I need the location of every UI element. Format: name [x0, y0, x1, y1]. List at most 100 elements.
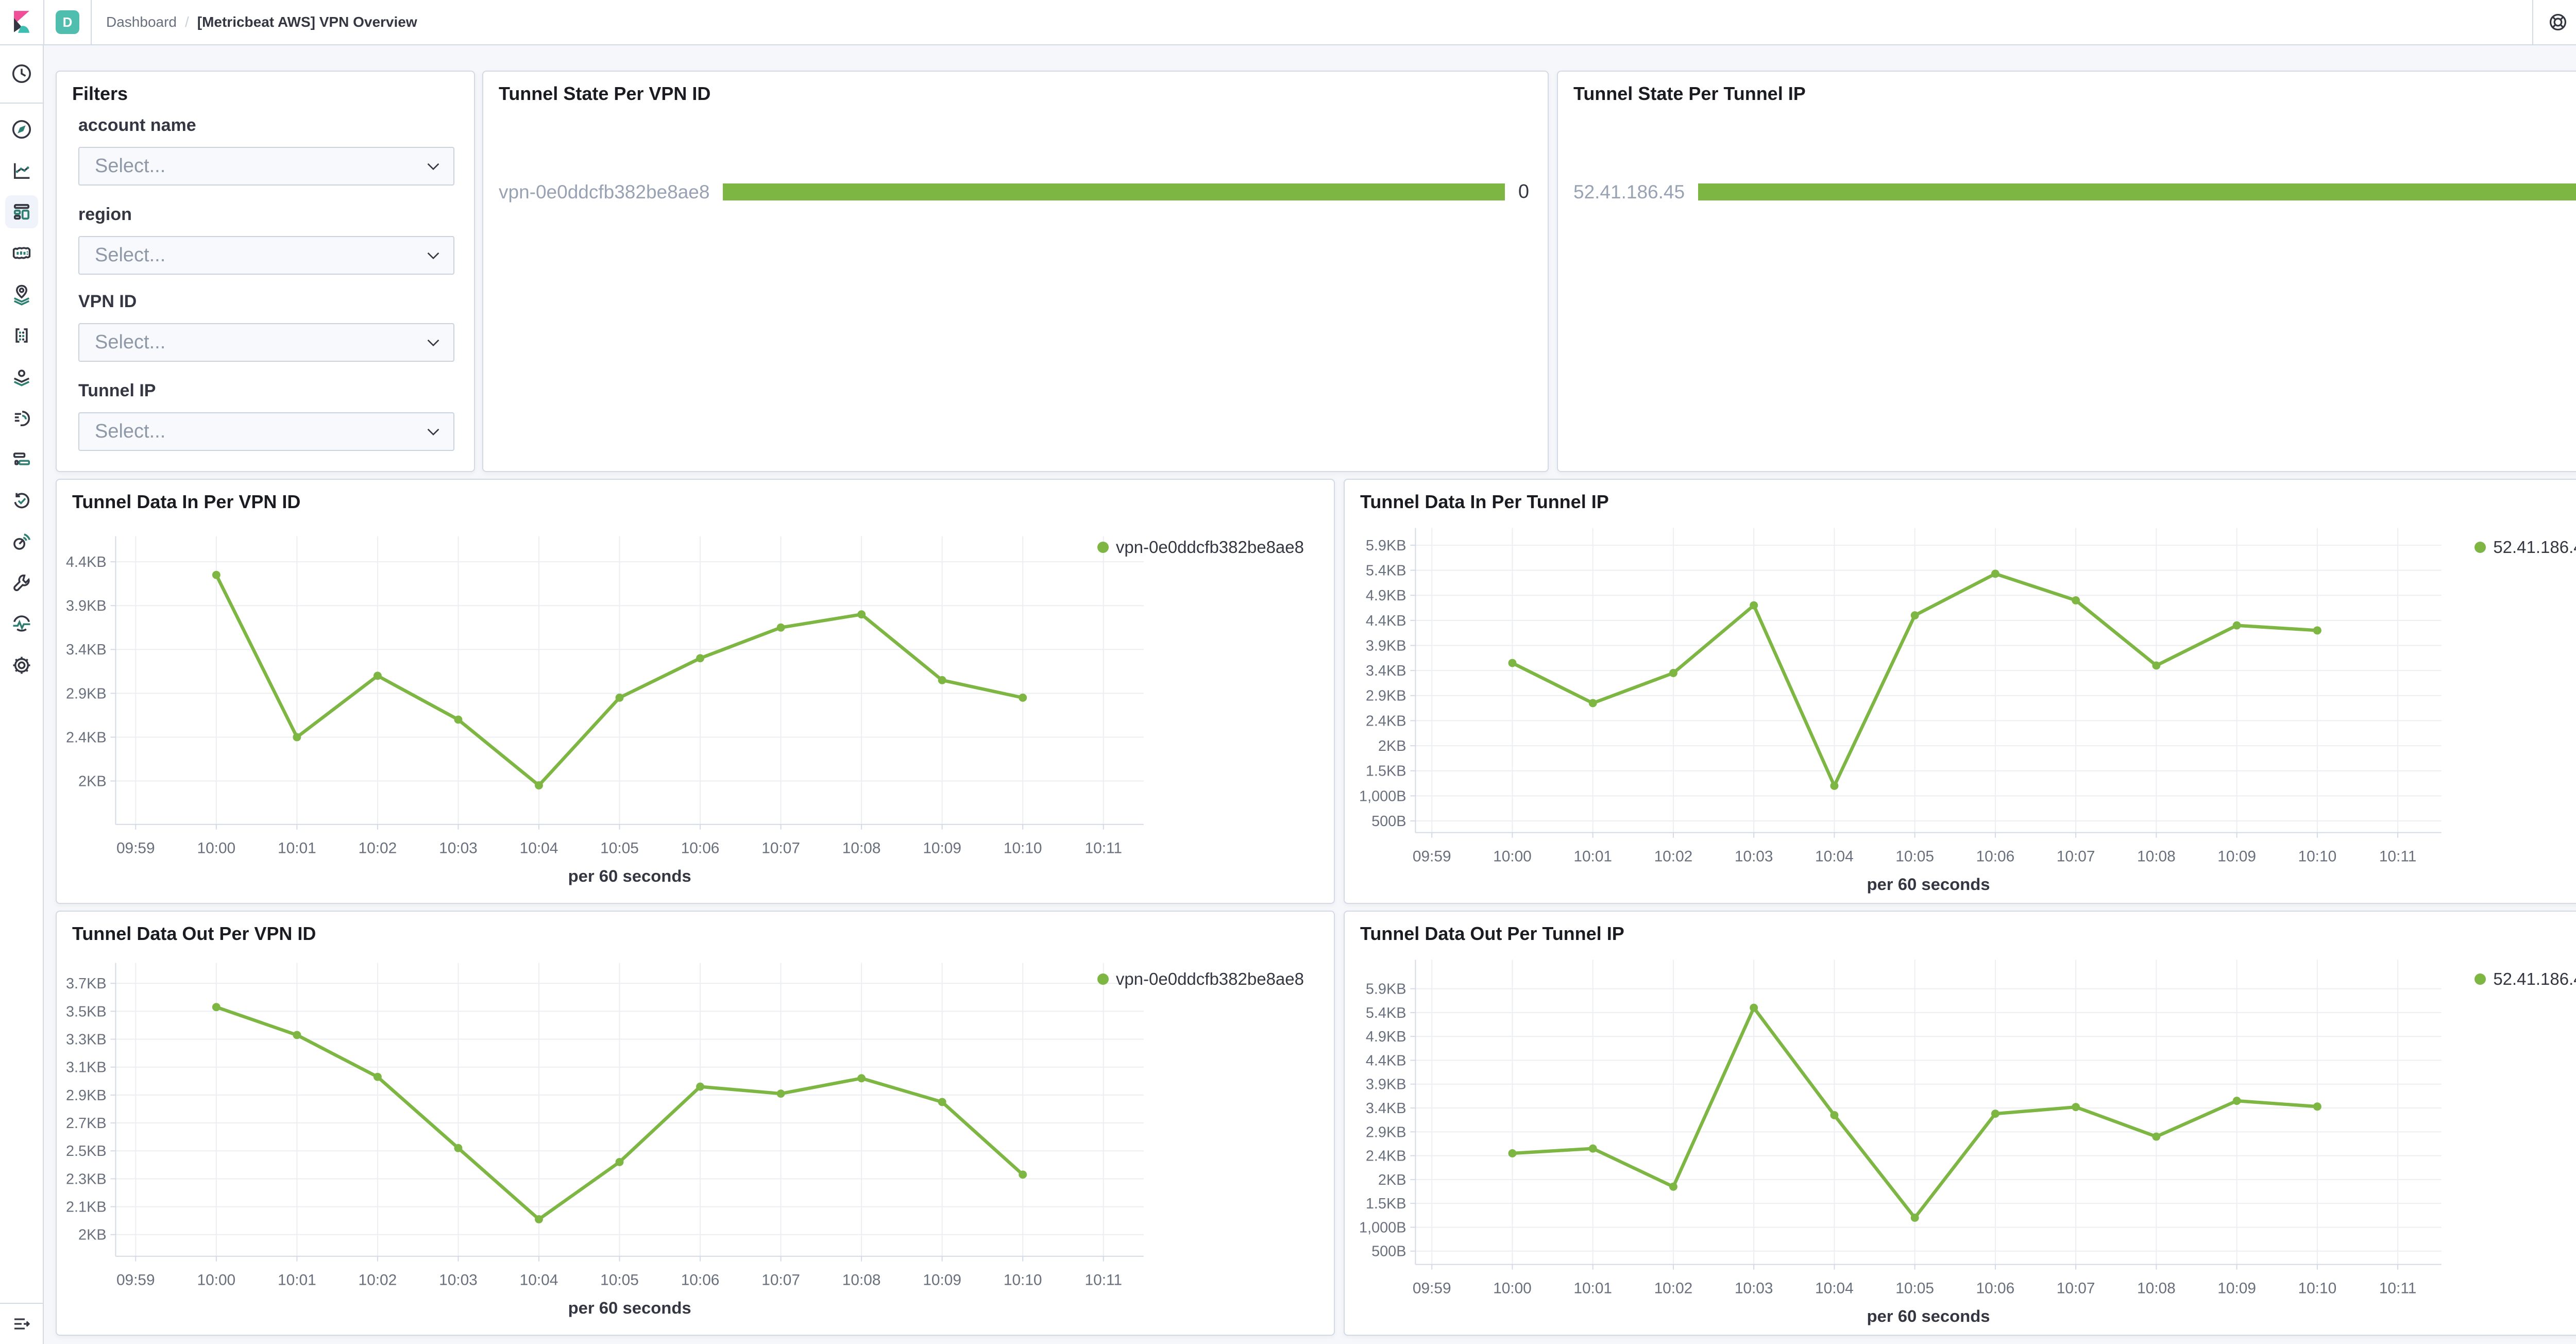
panel-title: Tunnel Data In Per Tunnel IP	[1360, 491, 1609, 512]
region-select[interactable]: Select...	[78, 236, 454, 275]
legend-label: vpn-0e0ddcfb382be8ae8	[1115, 969, 1304, 988]
help-icon[interactable]	[2533, 0, 2576, 44]
svg-text:10:04: 10:04	[1815, 1280, 1854, 1297]
svg-text:10:08: 10:08	[842, 839, 881, 856]
sidebar-item-siem[interactable]	[0, 521, 43, 562]
svg-text:2KB: 2KB	[78, 1227, 107, 1244]
uptime-icon	[14, 493, 29, 509]
sidebar-item-logs[interactable]	[0, 397, 43, 439]
svg-text:5.9KB: 5.9KB	[1366, 537, 1406, 554]
svg-text:2.5KB: 2.5KB	[66, 1143, 107, 1160]
account-name-select[interactable]: Select...	[78, 147, 454, 186]
kibana-logo[interactable]	[0, 0, 43, 44]
breadcrumb-dashboard[interactable]: Dashboard	[106, 14, 177, 30]
sidebar-item-machine-learning[interactable]	[0, 315, 43, 356]
svg-text:10:00: 10:00	[1493, 1280, 1532, 1297]
svg-text:10:00: 10:00	[197, 1271, 235, 1288]
svg-text:per 60 seconds: per 60 seconds	[1867, 1306, 1990, 1325]
tunnel-data-out-per-tunnel-ip-panel: 09:59 10:00 10:01 10:02 10:03 10:04 10:05 10:06…	[1344, 911, 2576, 1336]
svg-text:500B: 500B	[1371, 1244, 1406, 1260]
svg-text:1.5KB: 1.5KB	[1366, 1196, 1406, 1212]
gauge-bar	[1698, 183, 2576, 200]
svg-text:500B: 500B	[1371, 813, 1406, 830]
svg-text:09:59: 09:59	[116, 1271, 155, 1288]
svg-text:10:08: 10:08	[842, 1271, 881, 1288]
sidebar-item-visualize[interactable]	[0, 150, 43, 191]
svg-text:4.4KB: 4.4KB	[1366, 613, 1406, 629]
gauge-bar	[723, 183, 1505, 200]
svg-text:10:10: 10:10	[1004, 839, 1042, 856]
svg-text:10:05: 10:05	[600, 839, 639, 856]
filter-label: VPN ID	[78, 292, 137, 311]
filter-tunnel-ip: Tunnel IP Select...	[78, 381, 454, 451]
tunnel-state-per-vpn-id-panel: Tunnel State Per VPN ID vpn-0e0ddcfb382b…	[482, 71, 1549, 472]
header-divider	[2532, 0, 2533, 44]
top-header: D Dashboard / [Metricbeat AWS] VPN Overv…	[0, 0, 2576, 45]
active-item-highlight	[5, 195, 38, 228]
sidebar-item-stack-monitoring[interactable]	[0, 603, 43, 645]
svg-text:10:04: 10:04	[520, 1271, 558, 1288]
filter-region: region Select...	[78, 205, 454, 275]
legend-item[interactable]: 52.41.186.45	[2475, 969, 2576, 989]
svg-text:per 60 seconds: per 60 seconds	[568, 866, 691, 885]
chevron-down-icon	[427, 428, 439, 435]
kibana-logo-icon	[14, 11, 29, 33]
svg-text:10:03: 10:03	[439, 839, 478, 856]
svg-text:5.4KB: 5.4KB	[1366, 1005, 1406, 1021]
svg-text:10:10: 10:10	[1004, 1271, 1042, 1288]
collapse-nav-button[interactable]	[0, 1304, 43, 1343]
svg-text:3.9KB: 3.9KB	[66, 598, 107, 614]
svg-text:10:08: 10:08	[2137, 1280, 2176, 1297]
svg-text:10:02: 10:02	[359, 1271, 397, 1288]
space-badge[interactable]: D	[56, 10, 79, 34]
vpn-id-select[interactable]: Select...	[78, 323, 454, 362]
tunnel-state-per-tunnel-ip-panel: Tunnel State Per Tunnel IP 52.41.186.45 …	[1557, 71, 2576, 472]
svg-text:2.4KB: 2.4KB	[1366, 713, 1406, 729]
svg-text:2.3KB: 2.3KB	[66, 1171, 107, 1187]
svg-text:10:06: 10:06	[1976, 848, 2015, 865]
tunnel-data-in-per-vpn-id-panel: 09:59 10:00 10:01 10:02 10:03 10:04 10:05 10:06…	[56, 479, 1335, 904]
sidebar-item-discover[interactable]	[0, 109, 43, 150]
filters-panel: Filters account name Select... region Se…	[56, 71, 475, 472]
filter-account-name: account name Select...	[78, 115, 454, 186]
svg-text:2.9KB: 2.9KB	[66, 685, 107, 702]
svg-text:4.4KB: 4.4KB	[66, 554, 107, 570]
svg-text:10:07: 10:07	[761, 839, 800, 856]
svg-text:10:11: 10:11	[2379, 1280, 2416, 1297]
svg-text:1.5KB: 1.5KB	[1366, 763, 1406, 780]
sidebar-footer	[0, 1303, 43, 1344]
sidebar-item-maps[interactable]	[0, 274, 43, 315]
svg-text:10:09: 10:09	[923, 1271, 961, 1288]
svg-text:10:03: 10:03	[1735, 848, 1773, 865]
sidebar-item-management[interactable]	[0, 645, 43, 686]
sidebar-item-dashboard[interactable]	[0, 191, 43, 232]
svg-text:5.4KB: 5.4KB	[1366, 563, 1406, 579]
gauge-row: vpn-0e0ddcfb382be8ae8 0	[499, 181, 1529, 203]
svg-text:10:01: 10:01	[1573, 848, 1612, 865]
sidebar-item-canvas[interactable]	[0, 232, 43, 274]
svg-text:4.9KB: 4.9KB	[1366, 1029, 1406, 1045]
svg-text:10:03: 10:03	[439, 1271, 478, 1288]
svg-text:10:03: 10:03	[1735, 1280, 1773, 1297]
line-chart: 09:59 10:00 10:01 10:02 10:03 10:04 10:05 10:06…	[66, 536, 1144, 885]
menu-right-icon	[14, 1318, 30, 1330]
svg-text:3.7KB: 3.7KB	[66, 976, 107, 992]
tunnel-ip-select[interactable]: Select...	[78, 412, 454, 451]
legend-item[interactable]: vpn-0e0ddcfb382be8ae8	[1097, 537, 1304, 557]
line-chart: 09:59 10:00 10:01 10:02 10:03 10:04 10:05 10:06…	[1359, 528, 2442, 894]
svg-text:09:59: 09:59	[116, 839, 155, 856]
sidebar-item-apm[interactable]	[0, 439, 43, 480]
sidebar-item-uptime[interactable]	[0, 480, 43, 521]
sidebar-item-metrics[interactable]	[0, 356, 43, 397]
filter-label: Tunnel IP	[78, 381, 156, 400]
legend-dot-icon	[2475, 973, 2486, 985]
sidebar-item-recently-viewed[interactable]	[0, 53, 43, 94]
legend-item[interactable]: 52.41.186.45	[2475, 537, 2576, 557]
svg-text:10:05: 10:05	[600, 1271, 639, 1288]
panel-title: Tunnel Data In Per VPN ID	[72, 491, 301, 512]
svg-text:2.7KB: 2.7KB	[66, 1115, 107, 1132]
panel-title: Tunnel State Per Tunnel IP	[1573, 83, 1806, 104]
legend-item[interactable]: vpn-0e0ddcfb382be8ae8	[1097, 969, 1304, 989]
svg-text:10:11: 10:11	[1085, 839, 1122, 856]
sidebar-item-dev-tools[interactable]	[0, 562, 43, 603]
